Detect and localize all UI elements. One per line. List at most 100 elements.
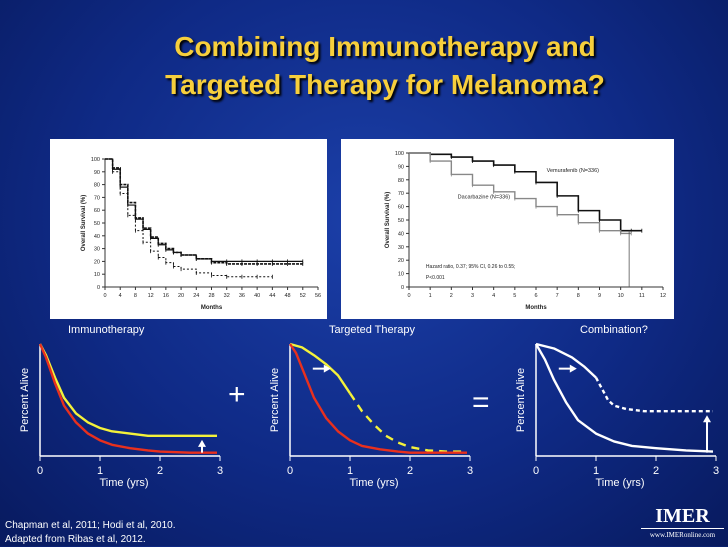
y-tick-label: 50 [398,218,404,224]
p-value-label: P<0.001 [426,275,445,281]
y-tick-label: 20 [94,259,100,265]
x-tick-label: 0 [533,465,539,477]
dacarbazine-label: Dacarbazine (N=336) [458,195,511,201]
y-tick-label: 100 [395,151,404,157]
x-tick-label: 2 [450,293,453,299]
x-tick-label: 12 [148,293,154,299]
x-tick-label: 2 [157,465,163,477]
yellow-curve [349,392,467,453]
x-tick-label: 56 [315,293,321,299]
x-tick-label: 44 [269,293,275,299]
yellow-curve [289,342,351,394]
x-axis-label: Months [525,305,547,311]
x-tick-label: 36 [239,293,245,299]
yellow-curve [38,343,217,438]
y-tick-label: 0 [97,285,100,291]
citation-line1: Chapman et al, 2011; Hodi et al, 2010. [5,520,176,531]
y-tick-label: 90 [94,170,100,176]
x-tick-label: 1 [97,465,103,477]
km-curve [105,158,273,278]
x-tick-label: 2 [407,465,413,477]
x-tick-label: 1 [347,465,353,477]
logo-url: www.IMERonline.com [649,531,716,539]
x-tick-label: 9 [598,293,601,299]
schematic-title-combination: Combination? [580,324,648,336]
white-curve [534,343,714,453]
schematic-title-targeted: Targeted Therapy [329,324,416,336]
x-tick-label: 0 [407,293,410,299]
vemurafenib-label: Vemurafenib (N=336) [547,168,600,174]
km-curve [409,152,642,232]
schematic-chart-immunotherapy: 0 1 2 3 Time (yrs) Percent Alive [19,343,223,489]
y-tick-label: 10 [94,272,100,278]
schematic-chart-targeted: 0 1 2 3 Time (yrs) Percent Alive [269,342,473,489]
equals-sign: = [472,386,490,419]
km-panel-immunotherapy: 0 10 20 30 40 50 60 70 80 90 100 0 4 8 12 16 20 24 28 32 36 4… [50,139,327,319]
x-tick-label: 10 [618,293,624,299]
arrow-right-icon [569,364,577,373]
slide-title: Combining Immunotherapy and Targeted The… [60,28,710,104]
x-tick-label: 2 [653,465,659,477]
y-tick-label: 80 [398,178,404,184]
x-tick-label: 8 [577,293,580,299]
x-tick-label: 20 [178,293,184,299]
x-tick-label: 1 [593,465,599,477]
y-tick-label: 30 [94,247,100,253]
schematic-title-immunotherapy: Immunotherapy [68,324,145,336]
y-tick-label: 0 [401,285,404,291]
arrow-right-icon [323,364,331,373]
km-curve [105,158,303,265]
plus-sign: + [228,378,246,411]
y-axis-label: Percent Alive [19,368,31,432]
x-tick-label: 3 [467,465,473,477]
y-tick-label: 10 [398,272,404,278]
citation-line2: Adapted from Ribas et al, 2012. [5,534,146,545]
x-tick-label: 11 [639,293,645,299]
x-tick-label: 0 [287,465,293,477]
y-axis-label: Percent Alive [269,368,281,432]
x-tick-label: 3 [217,465,223,477]
y-tick-label: 60 [398,205,404,211]
x-axis-label: Time (yrs) [595,477,644,489]
citation-footnote: Chapman et al, 2011; Hodi et al, 2010. A… [5,519,175,547]
y-tick-label: 70 [398,191,404,197]
x-tick-label: 52 [300,293,306,299]
x-tick-label: 0 [37,465,43,477]
red-curve [289,343,467,454]
logo-brand: IMER [641,506,724,529]
x-tick-label: 1 [429,293,432,299]
x-tick-label: 0 [103,293,106,299]
y-tick-label: 100 [91,157,100,163]
red-curve [38,343,217,454]
y-axis-label: Overall Survival (%) [385,192,391,248]
x-tick-label: 16 [163,293,169,299]
slide-title-line1: Combining Immunotherapy and [174,31,596,62]
y-tick-label: 40 [94,234,100,240]
imer-logo: IMER www.IMERonline.com [641,506,724,544]
x-tick-label: 6 [534,293,537,299]
y-tick-label: 90 [398,164,404,170]
y-axis-label: Overall Survival (%) [81,195,87,251]
x-tick-label: 3 [713,465,719,477]
x-tick-label: 32 [224,293,230,299]
white-curve [535,342,597,379]
x-tick-label: 7 [556,293,559,299]
y-tick-label: 60 [94,208,100,214]
x-tick-label: 3 [471,293,474,299]
x-tick-label: 8 [134,293,137,299]
y-tick-label: 40 [398,231,404,237]
y-tick-label: 50 [94,221,100,227]
x-tick-label: 5 [513,293,516,299]
x-axis-label: Time (yrs) [349,477,398,489]
km-curve [409,152,632,235]
x-tick-label: 12 [660,293,666,299]
arrow-up-icon [703,415,711,423]
x-axis-label: Months [201,305,223,311]
white-curve [594,377,713,413]
y-tick-label: 20 [398,258,404,264]
x-tick-label: 4 [119,293,122,299]
arrow-up-icon [198,439,206,447]
x-tick-label: 48 [285,293,291,299]
